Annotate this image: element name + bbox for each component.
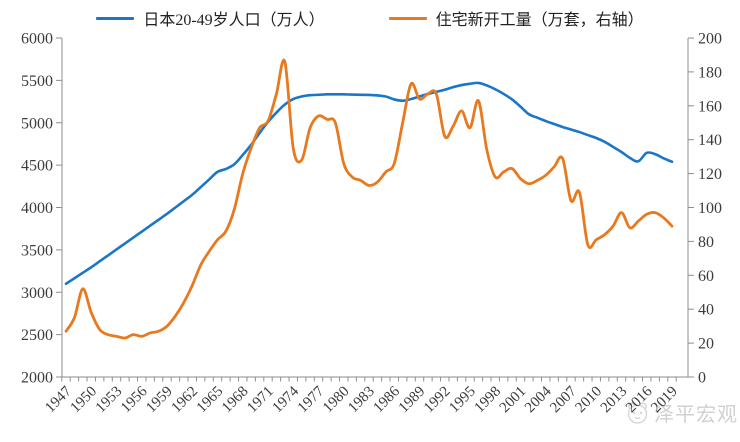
legend-label-housing-starts: 住宅新开工量（万套，右轴） — [435, 12, 644, 29]
right-axis-tick-label: 140 — [698, 132, 722, 149]
x-axis-tick-label: 1968 — [219, 384, 252, 417]
x-axis-tick-label: 1986 — [371, 383, 404, 416]
right-axis-tick-label: 200 — [698, 31, 722, 48]
right-axis-tick-label: 100 — [698, 200, 722, 217]
left-axis-tick-label: 2500 — [21, 327, 53, 344]
right-axis-tick-label: 80 — [698, 234, 714, 251]
x-axis-tick-label: 1965 — [194, 384, 227, 417]
watermark-text: 泽平宏观 — [654, 404, 738, 426]
x-axis: 1947195019531956195919621965196819711974… — [42, 377, 681, 416]
x-axis-tick-label: 2016 — [623, 383, 656, 416]
chart-legend: 日本20-49岁人口（万人） 住宅新开工量（万套，右轴） — [0, 6, 740, 30]
x-axis-tick-label: 1971 — [244, 384, 277, 417]
right-axis-tick-label: 160 — [698, 98, 722, 115]
series-line-population — [64, 81, 674, 286]
x-axis-tick-label: 1950 — [68, 384, 101, 417]
right-axis: 0 20 40 60 80 100 120 140 160 180 200 — [688, 31, 722, 387]
mascot-icon — [627, 402, 648, 424]
legend-label-population: 日本20-49岁人口（万人） — [143, 12, 325, 29]
x-axis-tick-label: 2007 — [547, 383, 580, 416]
left-axis-tick-label: 2000 — [21, 370, 53, 387]
x-axis-tick-label: 1983 — [345, 384, 378, 417]
x-axis-tick-label: 1989 — [396, 384, 429, 417]
x-axis-tick-label: 1959 — [143, 384, 176, 417]
x-axis-tick-label: 1947 — [42, 383, 75, 416]
left-axis-tick-label: 6000 — [21, 31, 53, 48]
x-axis-tick-label: 1980 — [320, 384, 353, 417]
right-axis-tick-label: 180 — [698, 64, 722, 81]
watermark: 泽平宏观 — [625, 398, 738, 427]
x-axis-tick-label: 1956 — [118, 383, 151, 416]
x-axis-tick-label: 2001 — [497, 384, 530, 417]
left-axis-tick-label: 4500 — [21, 158, 53, 175]
left-axis-tick-label: 4000 — [21, 200, 53, 217]
x-axis-tick-label: 1974 — [270, 383, 303, 416]
x-axis-tick-label: 1953 — [93, 384, 126, 417]
right-axis-tick-label: 120 — [698, 166, 722, 183]
x-axis-tick-label: 1998 — [472, 384, 505, 417]
legend-item-housing-starts: 住宅新开工量（万套，右轴） — [388, 6, 644, 30]
legend-item-population: 日本20-49岁人口（万人） — [96, 6, 325, 30]
axes — [61, 38, 689, 378]
right-axis-tick-label: 0 — [698, 370, 706, 387]
x-axis-tick-label: 2010 — [573, 384, 606, 417]
x-axis-tick-label: 1977 — [295, 383, 328, 416]
x-axis-tick-label: 1992 — [421, 384, 454, 417]
right-axis-tick-label: 40 — [698, 302, 714, 319]
x-axis-tick-label: 1995 — [446, 384, 479, 417]
x-axis-tick-label: 2004 — [522, 383, 555, 416]
legend-line-swatch-housing-starts — [388, 16, 427, 20]
x-axis-tick-label: 2013 — [598, 384, 631, 417]
left-axis-tick-label: 3500 — [21, 242, 53, 259]
left-axis-tick-label: 5500 — [21, 73, 53, 90]
series-line-housing-starts — [64, 58, 674, 340]
left-axis-tick-label: 5000 — [21, 115, 53, 132]
right-axis-tick-label: 20 — [698, 336, 714, 353]
legend-line-swatch-population — [96, 16, 135, 20]
left-axis: 2000 2500 3000 3500 4000 4500 5000 5500 6000 — [21, 31, 62, 387]
x-axis-tick-label: 2019 — [648, 384, 681, 417]
left-axis-tick-label: 3000 — [21, 285, 53, 302]
right-axis-tick-label: 60 — [698, 268, 714, 285]
x-axis-tick-label: 1962 — [169, 384, 202, 417]
